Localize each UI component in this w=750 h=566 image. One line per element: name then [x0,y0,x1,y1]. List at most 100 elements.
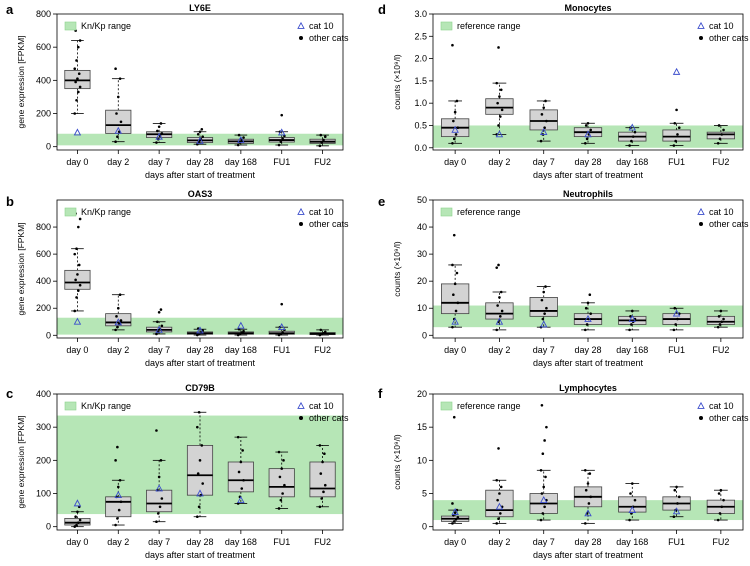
cat10-marker [237,495,245,503]
box-6 [706,488,735,522]
data-point [629,315,632,318]
box-3 [186,326,214,337]
legend-other-label: other cats [309,219,349,229]
data-point [499,290,503,294]
box-2 [529,285,558,329]
legend-other-marker [699,222,703,226]
y-tick-label: 0.0 [414,143,427,153]
y-tick-label: 2.0 [414,54,427,64]
cat10-marker [196,136,204,144]
box-iqr [485,98,514,115]
y-tick-label: 600 [36,42,51,52]
y-tick-label: 0 [46,522,51,532]
y-tick-label: 30 [417,249,427,259]
data-point [720,505,724,509]
data-point [116,306,120,310]
data-point [451,43,454,47]
y-axis-label: counts (×10⁹/l) [392,54,402,110]
panel-label: e [378,194,385,209]
data-point [722,317,725,321]
y-axis-label: gene expression [FPKM] [16,222,26,315]
data-point [720,320,724,324]
data-point [456,126,460,130]
data-point [116,135,119,139]
box-6 [309,328,336,337]
x-tick-label: FU1 [668,157,685,167]
data-point [196,132,200,136]
data-point [281,137,284,140]
data-point [544,99,547,103]
data-point [544,285,547,288]
data-point [116,325,119,329]
data-point [451,263,454,267]
y-tick-label: 20 [417,276,427,286]
data-point [280,113,284,117]
data-point [677,126,681,130]
panel-label: d [378,2,386,17]
y-tick-label: 15 [417,422,427,432]
data-point [73,525,77,528]
y-tick-label: 0 [422,330,427,340]
cat10-marker [628,314,637,322]
data-point [451,502,454,505]
data-point [241,449,244,452]
legend-other-label: other cats [709,413,749,423]
x-tick-label: day 168 [616,537,648,547]
data-point [236,143,240,147]
data-point [323,330,327,334]
chart-title: Monocytes [564,3,611,13]
data-point [239,460,243,464]
y-tick-label: 0.5 [414,120,427,130]
chart-title: LY6E [189,3,211,13]
data-point [672,144,676,147]
box-2 [529,99,558,143]
legend-cat10-label: cat 10 [709,207,734,217]
data-point [198,130,202,134]
y-tick-label: 100 [36,489,51,499]
data-point [116,485,120,489]
box-1 [105,67,132,144]
data-point [318,144,322,148]
box-3 [573,293,603,332]
data-point [497,517,500,521]
data-point [453,110,457,114]
data-point [119,319,123,322]
data-point [500,108,504,112]
data-point [155,332,158,336]
x-tick-label: FU1 [273,157,290,167]
data-point [114,328,117,332]
box-0 [64,212,91,325]
y-tick-label: 400 [36,276,51,286]
data-point [589,128,592,132]
data-point [238,332,242,336]
data-point [116,517,119,520]
box-iqr [529,109,558,131]
legend-band-label: reference range [457,207,521,217]
legend-band-swatch [64,21,77,31]
box-iqr [186,445,214,496]
data-point [156,320,159,324]
y-tick-label: 3.0 [414,9,427,19]
box-iqr [706,315,735,325]
y-tick-label: 0 [46,330,51,340]
x-tick-label: day 28 [186,537,213,547]
data-point [497,263,500,267]
cat10-marker [155,484,163,492]
data-point [280,302,284,306]
box-4 [618,123,647,147]
data-point [454,518,458,521]
legend-cat10-marker [697,401,705,409]
data-point [540,492,544,495]
box-iqr [105,496,132,518]
data-point [543,126,546,130]
box-iqr [146,489,173,513]
x-tick-label: day 0 [444,345,466,355]
data-point [495,328,499,332]
x-tick-label: day 28 [574,345,601,355]
box-2 [146,429,173,524]
data-point [497,46,500,49]
box-4 [227,321,254,337]
data-point [586,301,590,305]
y-tick-label: 5 [422,489,427,499]
data-point [157,310,161,314]
